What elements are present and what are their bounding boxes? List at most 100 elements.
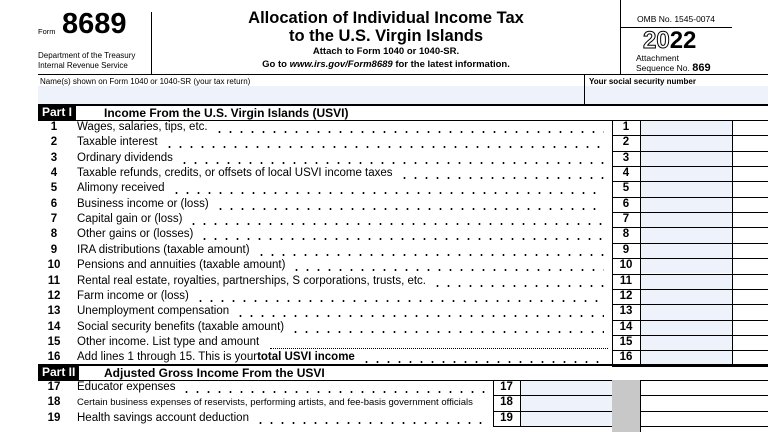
amount-field[interactable] <box>641 320 732 335</box>
leader-dots <box>361 351 604 364</box>
column-rule <box>732 120 733 366</box>
line-box: 10 <box>619 259 633 272</box>
column-rule <box>493 380 494 427</box>
rule <box>620 27 732 28</box>
amount-field[interactable] <box>641 289 732 305</box>
line-number: 15 <box>47 335 61 348</box>
line-row: 16 Add lines 1 through 15. This is your t… <box>38 350 768 365</box>
line-row: 18 Certain business expenses of reservist… <box>38 395 768 410</box>
name-field[interactable] <box>38 86 584 104</box>
line-number: 2 <box>50 136 58 149</box>
year: 2022 <box>643 27 697 55</box>
line-label: Wages, salaries, tips, etc. <box>77 121 208 133</box>
amount-field[interactable] <box>521 396 612 411</box>
line-row: 13 Unemployment compensation 13 <box>38 304 768 319</box>
line-box: 3 <box>622 151 630 164</box>
line-row: 10 Pensions and annuities (taxable amount… <box>38 258 768 273</box>
line-label: Add lines 1 through 15. This is your <box>77 351 258 364</box>
line-text: Pensions and annuities (taxable amount) <box>77 259 285 271</box>
amount-field[interactable] <box>641 351 732 366</box>
amount-field[interactable] <box>641 259 732 274</box>
title: Allocation of Individual Income Tax <box>248 9 524 27</box>
line-box: 18 <box>500 396 513 409</box>
part-title: Income From the U.S. Virgin Islands (USV… <box>104 106 349 120</box>
ssn-field[interactable] <box>585 86 768 104</box>
line-text: Educator expenses <box>77 381 175 393</box>
line-row: 7 Capital gain or (loss) 7 <box>38 212 768 227</box>
amount-field[interactable] <box>641 274 732 289</box>
column-rule <box>612 120 613 366</box>
part-header-rule <box>38 364 768 366</box>
rule <box>612 350 768 352</box>
line-number: 17 <box>47 381 61 393</box>
amount-field[interactable] <box>641 197 732 213</box>
amount-field[interactable] <box>641 228 732 243</box>
rule <box>612 304 768 306</box>
leader-dots <box>432 274 604 287</box>
amount-field[interactable] <box>521 381 612 396</box>
line-text: Certain business expenses of reservists,… <box>77 397 473 408</box>
name-label: Name(s) shown on Form 1040 or 1040-SR (y… <box>40 77 251 86</box>
leader-dots <box>255 411 485 424</box>
line-label: Business income or (loss) <box>77 197 209 210</box>
line-number: 4 <box>50 167 58 180</box>
amount-field[interactable] <box>641 167 732 182</box>
amount-field[interactable] <box>641 182 732 197</box>
line-number: 5 <box>50 182 58 195</box>
line-box: 16 <box>619 351 633 364</box>
line-label: Ordinary dividends <box>77 151 173 164</box>
line-box: 2 <box>622 136 630 149</box>
line-number: 13 <box>47 305 61 318</box>
part-tag: Part II <box>38 365 80 380</box>
attachment: Attachment <box>636 53 679 63</box>
leader-dots <box>199 228 604 241</box>
line-text: Other gains or (losses) <box>77 228 193 240</box>
line-label-bold: total USVI income <box>257 351 355 364</box>
line-number: 6 <box>50 197 58 210</box>
omb: OMB No. 1545-0074 <box>637 14 715 24</box>
rule <box>38 74 768 75</box>
line-label: Health savings account deduction <box>77 411 249 424</box>
column-rule <box>640 120 641 366</box>
leader-dots <box>215 197 604 210</box>
amount-field[interactable] <box>641 243 732 259</box>
line-text: Alimony received <box>77 182 165 194</box>
line-box: 9 <box>622 243 630 256</box>
part-tag: Part I <box>38 105 77 120</box>
amount-field[interactable] <box>641 151 732 167</box>
line-text: Rental real estate, royalties, partnersh… <box>77 275 426 287</box>
line-box: 15 <box>619 335 633 348</box>
line-box: 12 <box>619 289 633 302</box>
line-number: 10 <box>47 259 61 272</box>
line-box: 1 <box>622 121 630 133</box>
rule <box>612 150 768 152</box>
line-number: 19 <box>47 411 61 424</box>
rule <box>612 288 768 290</box>
attach-note: Attach to Form 1040 or 1040-SR. <box>312 46 460 57</box>
sequence: Sequence No. 869 <box>636 62 711 74</box>
divider <box>584 74 585 105</box>
line-label: IRA distributions (taxable amount) <box>77 243 250 256</box>
shaded-column <box>612 380 640 432</box>
amount-field[interactable] <box>641 136 732 151</box>
amount-field[interactable] <box>641 121 732 136</box>
amount-field[interactable] <box>641 335 732 351</box>
amount-field[interactable] <box>521 411 612 427</box>
amount-field[interactable] <box>641 305 732 320</box>
line-row: 5 Alimony received 5 <box>38 181 768 196</box>
rule <box>612 365 768 367</box>
line-number: 16 <box>47 351 61 364</box>
entry-line <box>270 347 608 349</box>
line-label: Other income. List type and amount <box>77 335 260 348</box>
leader-dots <box>171 182 604 195</box>
amount-field[interactable] <box>641 213 732 228</box>
line-row: 17 Educator expenses 17 <box>38 380 768 395</box>
line-text: Health savings account deduction <box>77 412 249 424</box>
goto-text: for the latest information. <box>392 59 510 70</box>
line-number: 11 <box>47 274 61 287</box>
line-box: 5 <box>622 182 630 195</box>
line-text: Other income. List type and amount <box>77 336 259 348</box>
rule <box>612 258 768 260</box>
line-box: 8 <box>622 228 630 241</box>
